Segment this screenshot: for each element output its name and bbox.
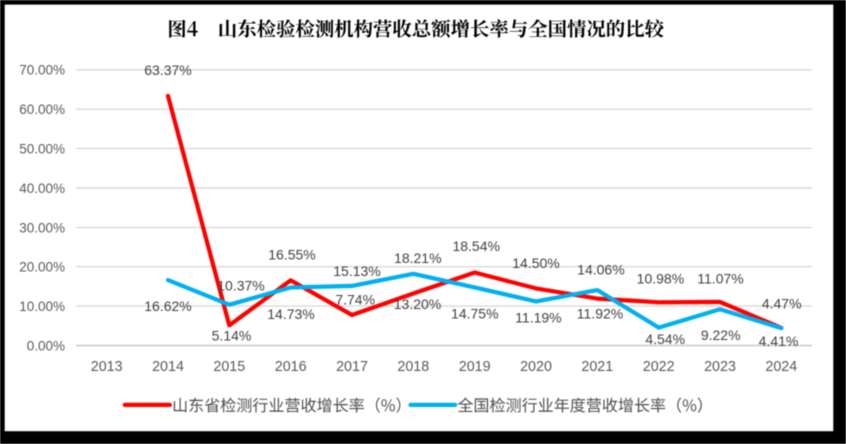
svg-text:16.62%: 16.62% [144,298,191,314]
svg-text:63.37%: 63.37% [144,62,191,78]
svg-text:18.21%: 18.21% [394,250,441,266]
svg-text:2014: 2014 [152,359,184,375]
svg-text:2022: 2022 [643,359,675,375]
svg-text:2024: 2024 [765,359,797,375]
svg-text:11.19%: 11.19% [515,310,561,326]
svg-text:4.41%: 4.41% [759,333,799,349]
svg-text:2017: 2017 [336,359,368,375]
svg-text:2019: 2019 [459,359,491,375]
svg-text:15.13%: 15.13% [333,263,380,279]
svg-text:10.00%: 10.00% [19,299,65,314]
svg-text:18.54%: 18.54% [452,238,499,254]
svg-text:10.98%: 10.98% [637,271,684,287]
svg-text:16.55%: 16.55% [268,246,315,262]
svg-text:7.74%: 7.74% [335,292,375,308]
svg-text:70.00%: 70.00% [19,63,65,78]
svg-text:2020: 2020 [520,359,552,375]
svg-text:14.75%: 14.75% [451,305,498,321]
svg-text:5.14%: 5.14% [212,328,252,344]
svg-text:40.00%: 40.00% [19,181,65,196]
svg-text:60.00%: 60.00% [19,102,65,117]
svg-text:2013: 2013 [91,359,123,375]
svg-text:4.47%: 4.47% [762,295,802,311]
svg-text:2015: 2015 [213,359,245,375]
svg-text:50.00%: 50.00% [19,142,65,157]
svg-text:4.54%: 4.54% [645,331,685,347]
svg-text:2016: 2016 [275,359,307,375]
svg-text:2023: 2023 [704,359,736,375]
svg-text:0.00%: 0.00% [27,338,65,353]
svg-text:14.50%: 14.50% [512,255,559,271]
svg-text:11.07%: 11.07% [697,271,743,287]
svg-text:13.20%: 13.20% [394,296,441,312]
svg-text:11.92%: 11.92% [577,305,623,321]
svg-text:9.22%: 9.22% [701,327,741,343]
svg-text:20.00%: 20.00% [19,260,65,275]
svg-text:2021: 2021 [581,359,613,375]
svg-text:2018: 2018 [397,359,429,375]
svg-text:14.73%: 14.73% [267,306,314,322]
svg-text:30.00%: 30.00% [19,220,65,235]
svg-text:10.37%: 10.37% [217,278,264,294]
svg-text:14.06%: 14.06% [577,262,624,278]
